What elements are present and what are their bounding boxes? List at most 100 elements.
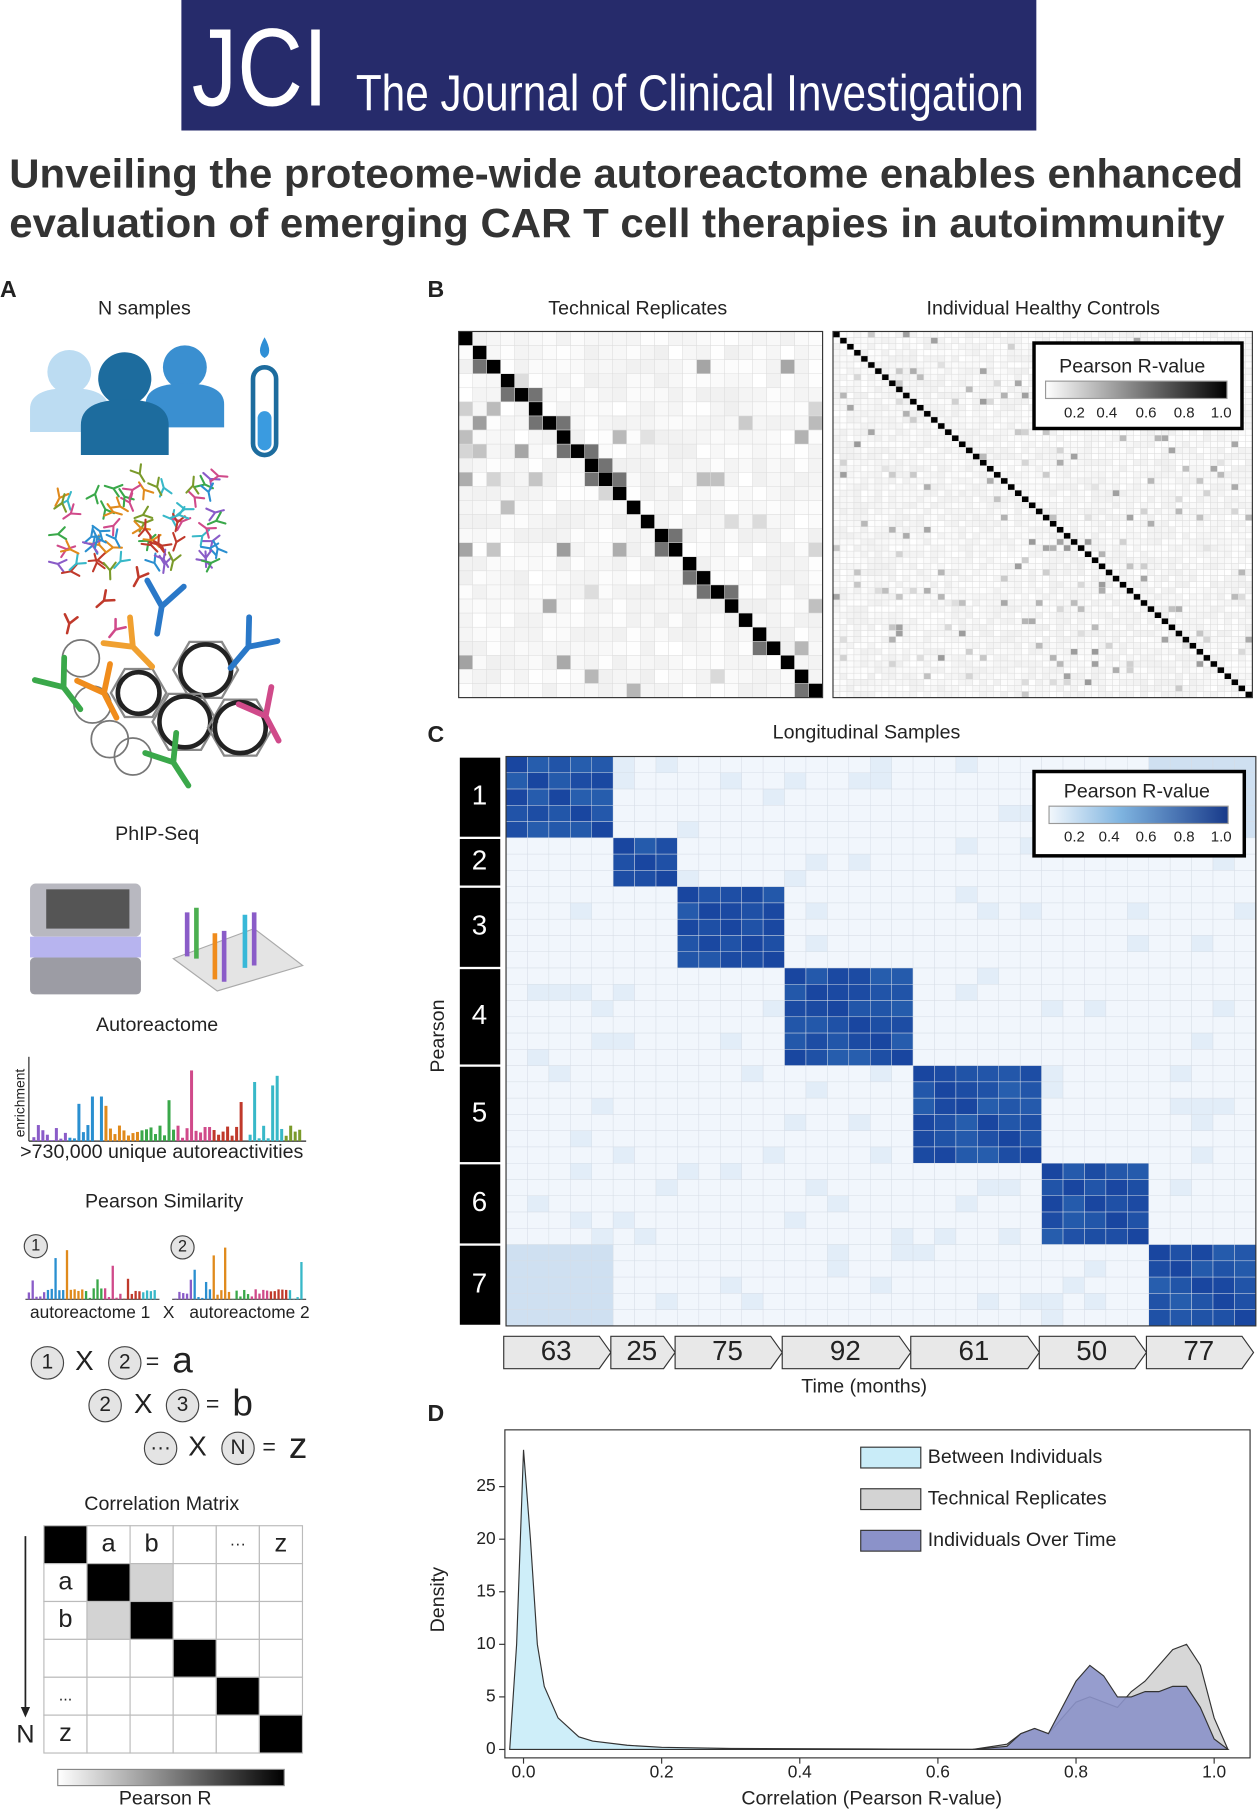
heatmap-cell xyxy=(486,612,501,628)
heatmap-cell xyxy=(955,837,978,855)
heatmap-cell xyxy=(869,772,892,790)
heatmap-cell xyxy=(738,669,753,684)
heatmap-cell xyxy=(891,837,914,855)
heatmap-cell xyxy=(1028,618,1036,625)
heatmap-cell xyxy=(1133,618,1141,625)
heatmap-cell xyxy=(1154,550,1162,558)
heatmap-cell xyxy=(979,581,987,588)
heatmap-cell xyxy=(1154,630,1162,637)
heatmap-cell xyxy=(1147,587,1155,595)
heatmap-cell xyxy=(874,581,883,588)
heatmap-cell xyxy=(1175,544,1183,552)
heatmap-cell xyxy=(1203,654,1211,662)
bar xyxy=(36,1125,40,1142)
heatmap-cell xyxy=(993,569,1001,576)
heatmap-cell xyxy=(993,398,1001,405)
heatmap-cell xyxy=(1168,557,1176,564)
heatmap-cell xyxy=(881,532,890,540)
heatmap-cell xyxy=(860,563,869,570)
heatmap-cell xyxy=(805,788,828,806)
heatmap-cell xyxy=(923,349,932,357)
heatmap-cell xyxy=(930,489,939,497)
heatmap-cell xyxy=(500,528,515,543)
heatmap-cell xyxy=(634,886,657,904)
heatmap-cell xyxy=(916,373,925,381)
heatmap-cell xyxy=(944,337,953,344)
heatmap-cell xyxy=(909,569,918,576)
heatmap-cell xyxy=(1028,544,1036,552)
heatmap-cell xyxy=(1098,538,1106,546)
heatmap-cell xyxy=(472,500,487,515)
heatmap-cell xyxy=(1077,630,1085,637)
heatmap-cell xyxy=(1000,691,1008,698)
heatmap-cell xyxy=(1169,870,1192,887)
heatmap-cell xyxy=(1014,392,1022,399)
heatmap-cell xyxy=(598,415,613,431)
heatmap-cell xyxy=(505,918,528,936)
heatmap-cell xyxy=(1161,453,1169,460)
heatmap-cell xyxy=(895,422,904,430)
heatmap-cell xyxy=(972,434,981,442)
heatmap-cell xyxy=(1238,630,1246,637)
heatmap-cell xyxy=(832,428,841,436)
heatmap-cell xyxy=(808,514,823,529)
heatmap-cell xyxy=(505,837,528,855)
heatmap-cell xyxy=(1014,428,1022,436)
heatmap-cell xyxy=(677,918,700,936)
heatmap-cell xyxy=(514,669,529,684)
heatmap-cell xyxy=(612,331,627,346)
heatmap-cell xyxy=(626,457,641,473)
heatmap-cell xyxy=(1168,434,1176,442)
heatmap-cell xyxy=(1091,563,1099,570)
heatmap-cell xyxy=(1168,496,1176,503)
heatmap-cell xyxy=(1049,679,1057,686)
heatmap-cell xyxy=(1133,630,1141,637)
heatmap-cell xyxy=(944,477,953,485)
heatmap-cell xyxy=(1203,685,1211,692)
heatmap-cell xyxy=(556,584,571,600)
heatmap-cell xyxy=(937,416,946,424)
heatmap-cell xyxy=(832,685,841,692)
bar xyxy=(258,1293,261,1300)
heatmap-cell xyxy=(993,386,1001,393)
heatmap-cell xyxy=(916,459,925,466)
heatmap-cell xyxy=(1119,654,1127,662)
bar xyxy=(280,1128,284,1142)
heatmap-cell xyxy=(860,355,869,363)
bar xyxy=(178,1291,181,1300)
antibody xyxy=(102,517,121,537)
heatmap-cell xyxy=(794,655,809,670)
heatmap-cell xyxy=(944,410,953,418)
heatmap-cell xyxy=(986,410,994,418)
heatmap-cell xyxy=(874,508,883,515)
heatmap-cell xyxy=(677,788,700,806)
heatmap-title: Longitudinal Samples xyxy=(773,722,961,744)
heatmap-cell xyxy=(930,605,939,613)
heatmap-cell xyxy=(1091,502,1099,509)
heatmap-cell xyxy=(1063,569,1071,576)
heatmap-cell xyxy=(951,587,960,595)
heatmap-cell xyxy=(1217,642,1225,650)
heatmap-cell xyxy=(881,581,890,588)
heatmap-cell xyxy=(1147,666,1155,674)
heatmap-cell xyxy=(668,669,683,684)
heatmap-cell xyxy=(1014,410,1022,418)
heatmap-cell xyxy=(1035,434,1043,442)
heatmap-cell xyxy=(902,605,911,613)
heatmap-cell xyxy=(752,429,767,445)
bar xyxy=(239,1102,243,1142)
bar xyxy=(81,1132,85,1142)
heatmap-cell xyxy=(1231,581,1239,588)
heatmap-cell xyxy=(542,415,557,431)
heatmap-cell xyxy=(902,422,911,430)
heatmap-cell xyxy=(965,373,974,381)
heatmap-cell xyxy=(958,416,967,424)
heatmap-cell xyxy=(923,587,932,595)
heatmap-cell xyxy=(570,626,585,642)
heatmap-cell xyxy=(514,641,529,656)
heatmap-cell xyxy=(965,489,974,497)
operator: = xyxy=(262,1433,276,1459)
heatmap-cell xyxy=(805,805,828,822)
heatmap-cell xyxy=(912,805,935,822)
antibody xyxy=(200,482,215,502)
